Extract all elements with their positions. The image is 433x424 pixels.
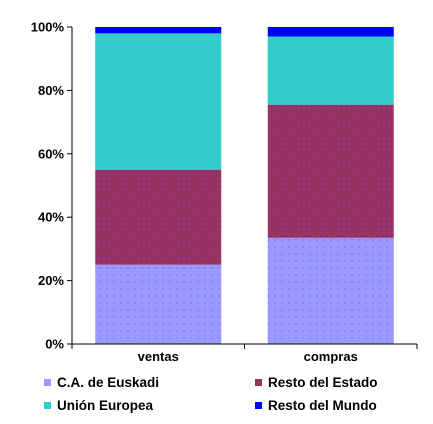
y-tick-label: 80% [38, 83, 64, 98]
y-tick-label: 20% [38, 273, 64, 288]
bar-segment-texture [95, 169, 222, 265]
x-tick-label: compras [304, 349, 358, 364]
bar-segment-texture [267, 36, 394, 105]
bar-segment-texture [95, 264, 222, 344]
bar-segment-ventas-3 [95, 27, 222, 34]
y-tick-label: 60% [38, 146, 64, 161]
bar-segment-texture [267, 237, 394, 344]
legend: C.A. de Euskadi Resto del Estado Unión Eur… [44, 375, 378, 413]
x-axis: ventas compras [71, 343, 418, 364]
y-tick-label: 100% [31, 20, 65, 35]
legend-swatch [255, 402, 262, 409]
bar-segment-texture [95, 33, 222, 170]
bars [95, 27, 394, 344]
legend-label: Unión Europea [57, 398, 153, 413]
legend-label: C.A. de Euskadi [57, 375, 159, 390]
y-tick-label: 0% [45, 337, 64, 352]
x-tick-label: ventas [138, 349, 179, 364]
y-tick-label: 40% [38, 210, 64, 225]
legend-label: Resto del Estado [268, 375, 378, 390]
legend-label: Resto del Mundo [268, 398, 377, 413]
legend-swatch [44, 402, 51, 409]
legend-swatch [44, 379, 51, 386]
y-axis: 0% 20% 40% 60% 80% 100% [31, 20, 73, 352]
bar-segment-compras-3 [267, 27, 394, 37]
bar-segment-texture [267, 104, 394, 238]
legend-swatch [255, 379, 262, 386]
